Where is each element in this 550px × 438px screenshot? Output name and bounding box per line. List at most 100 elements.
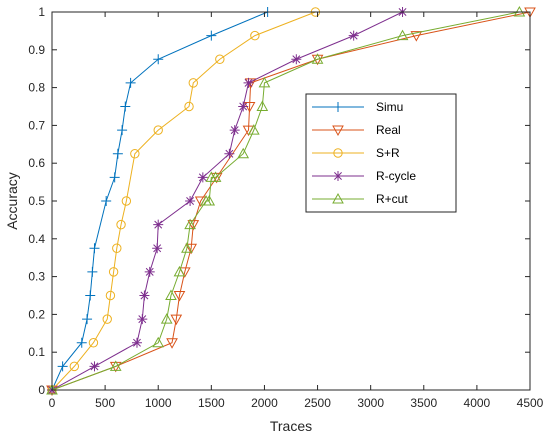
data-point (173, 265, 186, 277)
x-tick-label: 0 (49, 396, 56, 410)
data-point (215, 54, 225, 64)
data-point (102, 314, 112, 324)
series-line (51, 11, 268, 391)
data-point (89, 361, 100, 372)
data-point (203, 194, 216, 206)
data-point (206, 30, 217, 41)
data-point (160, 313, 173, 324)
data-point (229, 125, 240, 136)
data-point (247, 124, 260, 135)
data-point (76, 337, 87, 348)
legend-label: Simu (376, 100, 403, 114)
data-point (85, 290, 96, 301)
data-point (117, 125, 128, 136)
y-tick-label: 1 (38, 5, 45, 19)
data-point (112, 243, 122, 253)
data-point (108, 267, 119, 277)
data-point (89, 243, 100, 254)
series-line (51, 11, 316, 391)
legend-item: R+cut (312, 192, 408, 206)
data-point (116, 219, 126, 230)
series-s-r (47, 7, 321, 395)
x-axis-title: Traces (270, 418, 312, 434)
data-point (243, 77, 254, 88)
series-line (51, 11, 531, 391)
y-tick-label: 0.2 (28, 307, 45, 321)
data-point (311, 53, 324, 64)
data-point (88, 338, 99, 348)
data-point (153, 219, 164, 230)
data-point (112, 148, 123, 159)
series-r-cycle (47, 7, 408, 395)
data-point (139, 290, 150, 301)
data-point (105, 290, 116, 301)
data-point (173, 291, 186, 302)
data-point (291, 54, 302, 65)
legend-marker (332, 125, 344, 137)
data-point (137, 314, 148, 325)
legend-item: Simu (312, 100, 403, 114)
legend-label: R+cut (376, 192, 408, 206)
data-point (165, 289, 177, 300)
y-tick-label: 0.5 (28, 194, 45, 208)
x-tick-label: 1500 (198, 396, 225, 410)
data-point (197, 172, 208, 183)
x-tick-label: 2500 (304, 396, 331, 410)
y-tick-label: 0.3 (28, 270, 45, 284)
legend-item: R-cycle (312, 169, 416, 183)
legend-marker (333, 102, 343, 112)
y-tick-label: 0.8 (28, 81, 45, 95)
data-point (120, 101, 131, 112)
y-tick-label: 0.7 (28, 118, 45, 132)
data-point (109, 172, 120, 183)
data-point (181, 242, 193, 253)
y-axis-title: Accuracy (4, 172, 20, 230)
data-point (87, 266, 98, 277)
data-point (144, 266, 155, 277)
data-point (224, 148, 235, 159)
data-point (250, 30, 260, 41)
data-point (185, 243, 198, 255)
x-tick-label: 3500 (410, 396, 437, 410)
x-tick-label: 4000 (464, 396, 491, 410)
data-point (131, 337, 142, 348)
x-tick-label: 1000 (145, 396, 172, 410)
y-tick-label: 0.4 (28, 232, 45, 246)
legend-marker (333, 171, 343, 181)
data-point (121, 196, 132, 206)
legend: Simu Real S+R R-cycle R+cut (305, 93, 457, 213)
data-point (57, 361, 68, 372)
data-point (396, 29, 409, 41)
data-point (184, 218, 196, 230)
y-tick-label: 0.9 (28, 43, 45, 57)
data-point (209, 171, 222, 182)
x-tick-label: 4500 (517, 396, 544, 410)
legend-marker (332, 192, 344, 204)
series-r-cut (46, 5, 526, 395)
data-point (153, 54, 164, 65)
data-point (237, 147, 250, 159)
data-point (410, 31, 423, 42)
legend-label: R-cycle (376, 169, 416, 183)
data-point (101, 196, 112, 206)
legend-label: S+R (376, 146, 400, 160)
data-point (109, 360, 122, 371)
legend-item: Real (312, 123, 401, 137)
data-point (69, 361, 80, 372)
y-tick-label: 0 (38, 383, 45, 397)
data-point (188, 78, 198, 88)
plot-area (46, 5, 536, 397)
series-layer (46, 5, 536, 397)
data-point (152, 243, 163, 254)
data-point (184, 101, 194, 112)
y-axis: 0 0.1 0.2 0.3 0.4 0.5 0.6 0.7 0.8 0.9 1 (28, 5, 530, 397)
data-point (170, 314, 183, 326)
x-tick-label: 3000 (357, 396, 384, 410)
data-point (348, 30, 359, 41)
x-axis: 0 500 1000 1500 2000 2500 3000 3500 4000 4500 (49, 12, 544, 410)
data-point (238, 101, 249, 112)
legend-item: S+R (312, 146, 400, 160)
y-tick-label: 0.1 (28, 345, 45, 359)
data-point (185, 196, 196, 206)
